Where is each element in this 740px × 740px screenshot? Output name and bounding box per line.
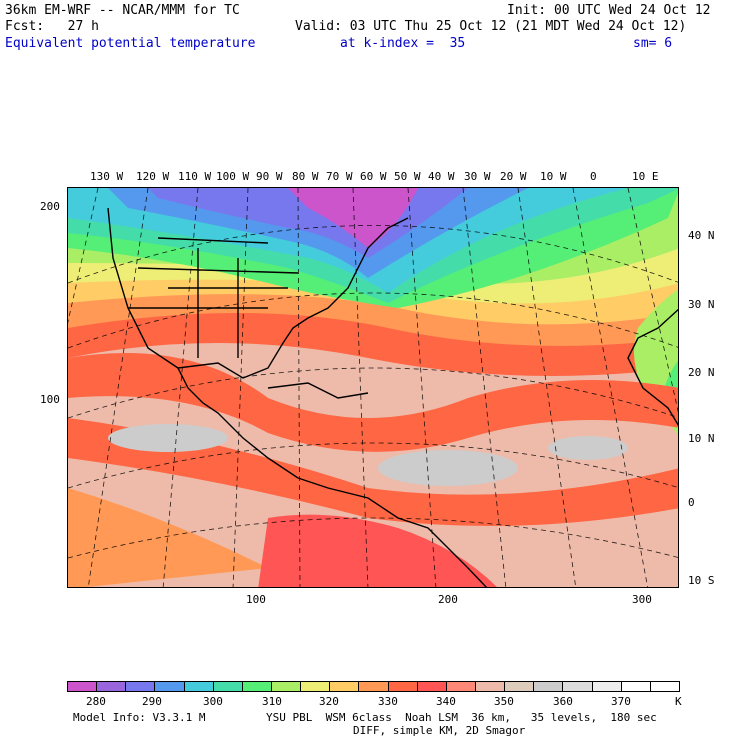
lon-label: 50 W bbox=[394, 170, 421, 183]
colorbar-swatch bbox=[358, 681, 389, 692]
colorbar-label: 330 bbox=[378, 695, 398, 708]
colorbar-swatch bbox=[271, 681, 302, 692]
colorbar-swatch bbox=[591, 681, 622, 692]
lat-label: 40 N bbox=[688, 229, 715, 242]
lat-label: 20 N bbox=[688, 366, 715, 379]
grid-x-label: 100 bbox=[246, 593, 266, 606]
colorbar-swatch bbox=[67, 681, 98, 692]
colorbar-swatch bbox=[416, 681, 447, 692]
theta-e-map bbox=[68, 188, 678, 587]
model-info: Model Info: V3.3.1 M bbox=[73, 711, 206, 724]
smoothing: sm= 6 bbox=[633, 36, 673, 51]
colorbar-swatch bbox=[300, 681, 331, 692]
colorbar-label: 320 bbox=[319, 695, 339, 708]
grid-y-label: 200 bbox=[40, 200, 60, 213]
init-time: Init: 00 UTC Wed 24 Oct 12 bbox=[507, 3, 711, 18]
colorbar-swatch bbox=[562, 681, 593, 692]
physics-info: YSU PBL WSM 6class Noah LSM 36 km, 35 le… bbox=[266, 711, 657, 724]
colorbar-swatch bbox=[96, 681, 127, 692]
colorbar-swatch bbox=[620, 681, 651, 692]
colorbar-swatch bbox=[183, 681, 214, 692]
map-panel bbox=[67, 187, 679, 588]
colorbar-swatch bbox=[387, 681, 418, 692]
field-name: Equivalent potential temperature bbox=[5, 36, 256, 51]
lon-label: 120 W bbox=[136, 170, 170, 183]
colorbar-swatch bbox=[241, 681, 272, 692]
valid-time: Valid: 03 UTC Thu 25 Oct 12 (21 MDT Wed … bbox=[295, 19, 687, 34]
grid-y-label: 100 bbox=[40, 393, 60, 406]
colorbar-swatch bbox=[329, 681, 360, 692]
colorbar-label: K bbox=[675, 695, 682, 708]
lon-label: 90 W bbox=[256, 170, 283, 183]
level-index: at k-index = 35 bbox=[340, 36, 466, 51]
lon-label: 10 E bbox=[632, 170, 659, 183]
colorbar-label: 290 bbox=[142, 695, 162, 708]
lon-label: 40 W bbox=[428, 170, 455, 183]
colorbar-label: 350 bbox=[494, 695, 514, 708]
lon-label: 0 bbox=[590, 170, 597, 183]
model-title: 36km EM-WRF -- NCAR/MMM for TC bbox=[5, 3, 240, 18]
colorbar-label: 310 bbox=[262, 695, 282, 708]
lon-label: 70 W bbox=[326, 170, 353, 183]
colorbar-swatch bbox=[212, 681, 243, 692]
colorbar-swatch bbox=[445, 681, 476, 692]
colorbar-swatch bbox=[125, 681, 156, 692]
diffusion-info: DIFF, simple KM, 2D Smagor bbox=[353, 724, 526, 737]
lat-label: 10 S bbox=[688, 574, 715, 587]
forecast-hour: Fcst: 27 h bbox=[5, 19, 99, 34]
lon-label: 100 W bbox=[216, 170, 250, 183]
lon-label: 130 W bbox=[90, 170, 124, 183]
lon-label: 60 W bbox=[360, 170, 387, 183]
colorbar-swatch bbox=[533, 681, 564, 692]
grid-x-label: 300 bbox=[632, 593, 652, 606]
lat-label: 0 bbox=[688, 496, 695, 509]
lat-label: 10 N bbox=[688, 432, 715, 445]
colorbar-label: 340 bbox=[436, 695, 456, 708]
grid-x-label: 200 bbox=[438, 593, 458, 606]
colorbar-label: 300 bbox=[203, 695, 223, 708]
colorbar-label: 280 bbox=[86, 695, 106, 708]
colorbar-swatch bbox=[504, 681, 535, 692]
colorbar-label: 370 bbox=[611, 695, 631, 708]
colorbar-swatch bbox=[154, 681, 185, 692]
colorbar-swatch bbox=[475, 681, 506, 692]
colorbar-label: 360 bbox=[553, 695, 573, 708]
colorbar-swatch bbox=[649, 681, 680, 692]
lon-label: 110 W bbox=[178, 170, 212, 183]
lon-label: 80 W bbox=[292, 170, 319, 183]
lon-label: 10 W bbox=[540, 170, 567, 183]
lon-label: 20 W bbox=[500, 170, 527, 183]
lat-label: 30 N bbox=[688, 298, 715, 311]
lon-label: 30 W bbox=[464, 170, 491, 183]
